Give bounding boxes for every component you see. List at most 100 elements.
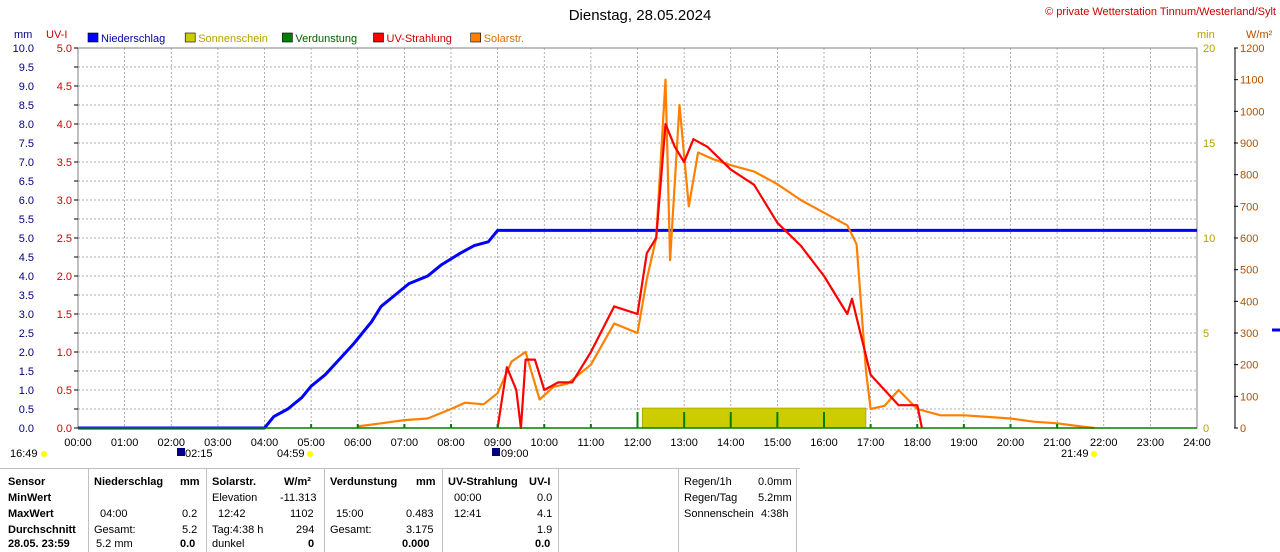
tick-label-time: 17:00 (857, 437, 885, 449)
tick-label-time: 12:00 (624, 437, 652, 449)
series-line-solarstr (357, 78, 1095, 430)
sunrise-label: 04:59 (277, 448, 305, 460)
tick-label-uv: 4.0 (57, 119, 72, 131)
tick-label-time: 13:00 (670, 437, 698, 449)
uv-now-val: 0.0 (535, 538, 551, 550)
tick-label-uv: 2.5 (57, 233, 72, 245)
solar-header: Solarstr. (212, 476, 257, 488)
tick-label-mm: 0.5 (19, 404, 34, 416)
summary-rainday-label: Regen/Tag (684, 492, 738, 504)
solar-max-val: 1102 (290, 508, 314, 520)
tick-label-wm2: 700 (1240, 201, 1258, 213)
tick-label-mm: 0.0 (19, 423, 34, 435)
tick-label-time: 18:00 (903, 437, 931, 449)
tick-label-mm: 8.0 (19, 119, 34, 131)
legend: Niederschlag Sonnenschein Verdunstung UV-St… (87, 32, 524, 45)
tick-label-min: 10 (1203, 233, 1215, 245)
legend-label: Solarstr. (484, 33, 524, 45)
tick-label-time: 21:00 (1043, 437, 1071, 449)
tick-label-mm: 6.5 (19, 176, 34, 188)
tick-label-wm2: 1100 (1240, 75, 1264, 87)
tick-label-wm2: 1000 (1240, 106, 1264, 118)
solar-max-time: 12:42 (218, 508, 246, 520)
sunrise-icon (307, 451, 313, 457)
tick-label-mm: 9.5 (19, 62, 34, 74)
tick-label-time: 15:00 (764, 437, 792, 449)
tick-label-uv: 0.5 (57, 385, 72, 397)
tick-label-time: 14:00 (717, 437, 745, 449)
tide-icon (492, 448, 500, 456)
tick-label-time: 07:00 (391, 437, 419, 449)
stats-panel: Sensor MinWert MaxWert Durchschnitt 28.0… (0, 468, 1280, 552)
tick-label-mm: 1.0 (19, 385, 34, 397)
tick-label-time: 11:00 (578, 437, 605, 449)
tick-label-time: 03:00 (204, 437, 232, 449)
moonrise-icon (41, 451, 47, 457)
sensor-row-min: MinWert (8, 492, 52, 504)
tick-label-mm: 1.5 (19, 366, 34, 378)
rain-max-val: 0.2 (182, 508, 198, 520)
uv-min-time: 00:00 (454, 492, 482, 504)
series-line-niederschlag (78, 228, 1197, 430)
sunshine-bar (641, 407, 867, 429)
solar-min-label: Elevation (212, 492, 258, 504)
tick-label-time: 06:00 (344, 437, 372, 449)
uv-header: UV-Strahlung (448, 476, 518, 488)
tick-label-mm: 5.0 (19, 233, 34, 245)
axis-unit-wm2: W/m² (1246, 29, 1273, 41)
legend-swatch (87, 32, 99, 43)
tick-label-time: 05:00 (297, 437, 325, 449)
tick-label-wm2: 600 (1240, 233, 1258, 245)
evap-unit: mm (416, 476, 436, 488)
copyright-label: © private Wetterstation Tinnum/Westerlan… (1045, 6, 1276, 18)
tick-label-mm: 8.5 (19, 100, 34, 112)
legend-swatch (373, 32, 384, 43)
solar-unit: W/m² (284, 476, 311, 488)
rain-total-val: 5.2 (182, 524, 198, 536)
axis-unit-mm: mm (14, 29, 32, 41)
tick-label-mm: 2.5 (19, 328, 34, 340)
sunset-icon (1091, 451, 1097, 457)
rain-now-val: 0.0 (180, 538, 196, 550)
moonset-label: 02:15 (185, 448, 213, 460)
legend-label: Sonnenschein (198, 33, 268, 45)
evap-header: Verdunstung (330, 476, 398, 488)
tick-label-time: 01:00 (111, 437, 139, 449)
tick-label-mm: 9.0 (19, 81, 34, 93)
summary-rain1h-value: 0.0mm (758, 476, 792, 488)
tick-label-min: 20 (1203, 43, 1215, 55)
tick-label-min: 5 (1203, 328, 1209, 340)
tick-label-wm2: 100 (1240, 391, 1258, 403)
tick-label-wm2: 300 (1240, 328, 1258, 340)
tick-label-uv: 1.5 (57, 309, 72, 321)
tick-label-uv: 3.5 (57, 157, 72, 169)
rain-header: Niederschlag (94, 476, 164, 488)
summary-rain1h-label: Regen/1h (684, 476, 732, 488)
uv-unit: UV-I (529, 476, 551, 488)
tick-label-uv: 3.0 (57, 195, 72, 207)
tick-label-time: 19:00 (950, 437, 978, 449)
tick-label-time: 23:00 (1137, 437, 1165, 449)
legend-label: Verdunstung (295, 33, 357, 45)
rain-total-label: Gesamt: (94, 524, 136, 536)
uv-max-val: 4.1 (537, 508, 553, 520)
tick-label-uv: 1.0 (57, 347, 72, 359)
uv-max-time: 12:41 (454, 508, 482, 520)
tick-label-mm: 3.0 (19, 309, 34, 321)
time-markers: 16:49 02:15 04:59 09:00 21:49 (10, 448, 1097, 460)
tick-label-mm: 3.5 (19, 290, 34, 302)
tick-label-min: 15 (1203, 138, 1215, 150)
moonrise-label: 16:49 (10, 448, 38, 460)
tick-label-wm2: 1200 (1240, 43, 1264, 55)
sensor-row-now: 28.05. 23:59 (8, 538, 70, 550)
tick-label-time: 10:00 (530, 437, 558, 449)
evap-total-label: Gesamt: (330, 524, 372, 536)
legend-label: Niederschlag (101, 33, 165, 45)
tick-label-time: 00:00 (64, 437, 92, 449)
evap-total-val: 3.175 (406, 524, 434, 536)
solar-now-val: 0 (308, 538, 315, 550)
chart-title: Dienstag, 28.05.2024 (569, 7, 712, 24)
tide-label: 09:00 (501, 448, 529, 460)
summary-sunshine-label: Sonnenschein (684, 508, 754, 520)
sunset-label: 21:49 (1061, 448, 1089, 460)
